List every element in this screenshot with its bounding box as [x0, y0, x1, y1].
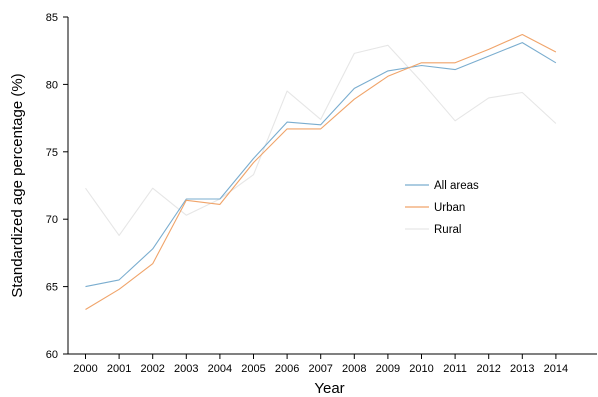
x-tick-label: 2005	[241, 363, 265, 375]
x-tick-label: 2006	[275, 363, 299, 375]
legend-label: All areas	[434, 180, 479, 192]
x-tick-label: 2000	[73, 363, 97, 375]
y-tick-label: 60	[46, 349, 58, 361]
series-line-urban	[85, 33, 557, 310]
x-tick-label: 2002	[140, 363, 164, 375]
x-tick-label: 2001	[107, 363, 131, 375]
x-tick-label: 2012	[476, 363, 500, 375]
y-tick-label: 70	[46, 214, 58, 226]
x-tick-label: 2013	[510, 363, 534, 375]
x-axis-title: Year	[314, 380, 344, 397]
series-lines	[85, 33, 557, 310]
y-tick-label: 80	[46, 79, 58, 91]
y-tick-label: 75	[46, 147, 58, 159]
x-tick-label: 2010	[409, 363, 433, 375]
y-tick-label: 65	[46, 282, 58, 294]
x-tick-label: 2008	[342, 363, 366, 375]
series-line-rural	[85, 44, 557, 236]
x-tick-label: 2014	[544, 363, 568, 375]
y-ticks: 60 65 70 75 80 85	[46, 12, 68, 361]
x-tick-label: 2011	[443, 363, 467, 375]
x-ticks: 2000 2001 2002 2003 2004 2005 2006 2007 2008 2009…	[73, 354, 568, 375]
legend-label: Urban	[434, 202, 465, 214]
legend-label: Rural	[434, 224, 461, 236]
y-tick-label: 85	[46, 12, 58, 24]
x-tick-label: 2009	[376, 363, 400, 375]
legend: All areas Urban Rural	[405, 180, 479, 236]
series-line-all-areas	[85, 42, 557, 288]
x-tick-label: 2003	[174, 363, 198, 375]
x-tick-label: 2004	[208, 363, 232, 375]
x-tick-label: 2007	[308, 363, 332, 375]
axes	[67, 17, 597, 355]
y-axis-title: Standardized age percentage (%)	[9, 73, 26, 297]
